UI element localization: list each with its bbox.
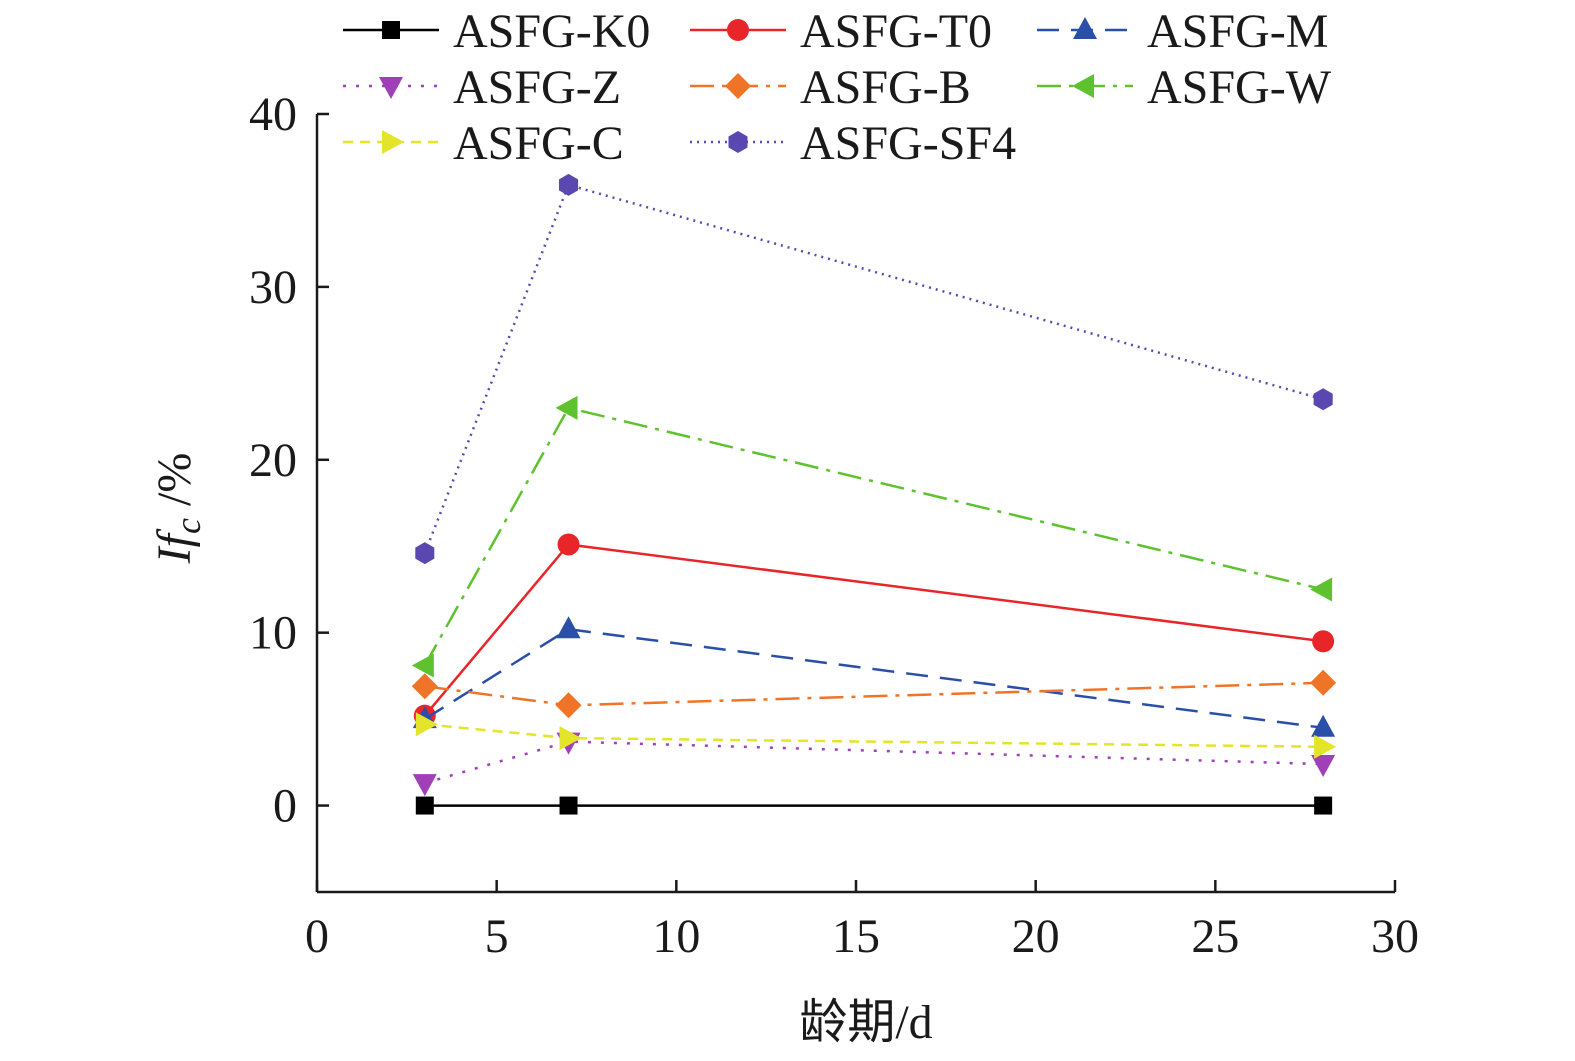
series-line <box>423 183 1324 554</box>
y-axis-title: Ifc /% <box>148 453 208 565</box>
data-point <box>557 533 580 556</box>
x-tick-label: 25 <box>1191 910 1239 963</box>
legend-item: ASFG-W <box>1037 61 1332 114</box>
y-tick-label: 0 <box>273 780 297 833</box>
data-point <box>1311 755 1336 778</box>
legend-label: ASFG-Z <box>453 61 621 114</box>
data-point <box>411 653 434 678</box>
data-point <box>1313 388 1333 411</box>
legend: ASFG-K0 ASFG-T0 ASFG-M ASFG-Z ASFG-B ASFG-W AS… <box>343 5 1332 170</box>
data-point <box>411 673 438 700</box>
legend-label: ASFG-C <box>453 117 624 170</box>
legend-marker <box>725 73 751 99</box>
legend-item: ASFG-Z <box>343 61 621 114</box>
data-point <box>415 796 434 815</box>
series-line <box>424 627 1324 730</box>
series-asfg-w <box>411 395 1333 678</box>
data-point <box>559 726 582 751</box>
y-axis-title-sub: c <box>168 518 208 534</box>
series-asfg-sf4 <box>415 173 1333 565</box>
legend-label: ASFG-B <box>800 61 971 114</box>
data-point <box>415 712 438 737</box>
svg-text:Ifc /%: Ifc /% <box>148 453 208 565</box>
y-tick-label: 30 <box>249 261 297 314</box>
series-asfg-m <box>412 616 1336 737</box>
series-line <box>424 740 1324 785</box>
y-axis-title-main: If <box>148 528 201 564</box>
legend-marker <box>379 77 403 99</box>
data-point <box>1310 669 1337 696</box>
data-point <box>415 542 435 565</box>
legend-label: ASFG-W <box>1147 61 1332 114</box>
legend-marker <box>727 19 749 41</box>
legend-label: ASFG-SF4 <box>800 117 1016 170</box>
legend-marker <box>382 130 404 154</box>
y-tick-label: 40 <box>249 88 297 141</box>
data-point <box>1314 796 1333 815</box>
x-tick-label: 20 <box>1012 910 1060 963</box>
legend-item: ASFG-C <box>343 117 624 170</box>
legend-marker <box>728 131 748 153</box>
data-point <box>1314 734 1337 759</box>
data-point <box>559 173 579 196</box>
series-asfg-b <box>411 669 1337 719</box>
x-tick-label: 5 <box>485 910 509 963</box>
legend-item: ASFG-M <box>1037 5 1328 58</box>
y-tick-label: 10 <box>249 607 297 660</box>
data-point <box>555 692 582 719</box>
legend-marker <box>382 21 400 39</box>
legend-label: ASFG-M <box>1147 5 1328 58</box>
x-tick-label: 0 <box>305 910 329 963</box>
legend-item: ASFG-B <box>690 61 971 114</box>
series-line <box>423 406 1324 667</box>
series-asfg-c <box>415 712 1337 759</box>
data-point <box>559 796 578 815</box>
legend-label: ASFG-T0 <box>800 5 992 58</box>
data-point <box>412 774 437 797</box>
axes: 0 5 10 15 20 25 30 0 10 20 30 40 <box>249 88 1419 963</box>
data-point <box>556 616 581 639</box>
data-point <box>1312 630 1335 653</box>
data-point <box>555 395 578 420</box>
legend-marker <box>1073 17 1097 39</box>
x-tick-label: 30 <box>1371 910 1419 963</box>
y-tick-label: 20 <box>249 434 297 487</box>
series-asfg-t0 <box>413 533 1335 727</box>
series-layer <box>411 173 1337 815</box>
data-point <box>1310 577 1333 602</box>
data-point <box>1311 714 1336 737</box>
x-tick-label: 10 <box>652 910 700 963</box>
series-asfg-k0 <box>415 796 1333 815</box>
legend-marker <box>1072 74 1094 98</box>
series-line <box>423 543 1324 717</box>
y-axis-title-unit: /% <box>148 453 201 518</box>
legend-item: ASFG-K0 <box>343 5 650 58</box>
x-tick-label: 15 <box>832 910 880 963</box>
x-axis-title: 龄期/d <box>799 996 932 1049</box>
legend-item: ASFG-T0 <box>690 5 992 58</box>
legend-label: ASFG-K0 <box>453 5 650 58</box>
legend-item: ASFG-SF4 <box>690 117 1016 170</box>
